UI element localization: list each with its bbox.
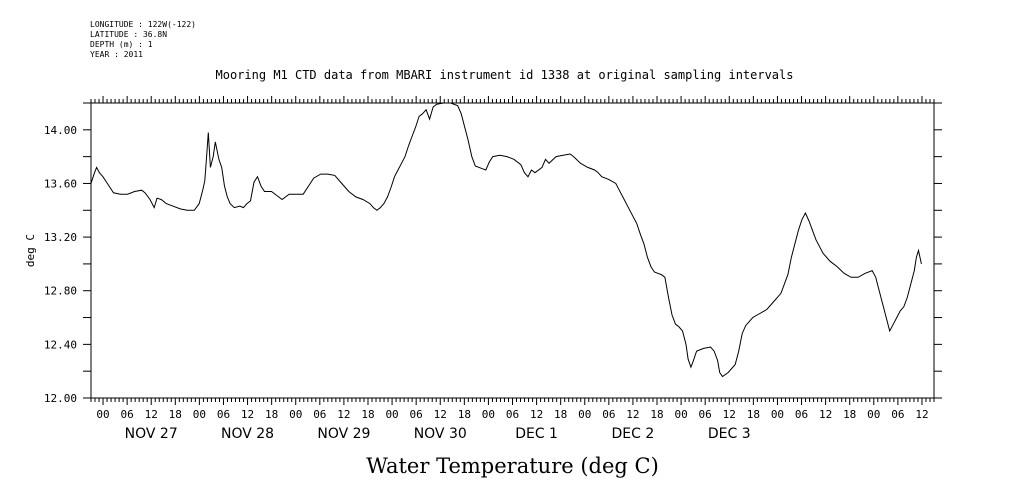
x-tick-label: 06 <box>699 408 712 421</box>
chart-title: Mooring M1 CTD data from MBARI instrumen… <box>215 68 794 82</box>
x-tick-label: 18 <box>169 408 182 421</box>
x-tick-label: 06 <box>410 408 423 421</box>
x-day-label: DEC 3 <box>708 426 751 442</box>
x-day-label: NOV 27 <box>125 426 178 442</box>
x-tick-label: 12 <box>337 408 350 421</box>
longitude-label: LONGITUDE : 122W(-122) <box>90 20 196 29</box>
x-tick-label: 00 <box>867 408 880 421</box>
y-tick-label: 12.40 <box>44 338 77 351</box>
x-tick-label: 06 <box>313 408 326 421</box>
x-tick-label: 00 <box>289 408 302 421</box>
x-tick-label: 06 <box>217 408 230 421</box>
y-tick-label: 13.20 <box>44 231 77 244</box>
x-tick-label: 12 <box>241 408 254 421</box>
x-tick-label: 00 <box>385 408 398 421</box>
metadata-block: LONGITUDE : 122W(-122) LATITUDE : 36.8N … <box>90 20 196 60</box>
x-tick-label: 00 <box>193 408 206 421</box>
x-tick-label: 18 <box>650 408 663 421</box>
x-tick-label: 12 <box>626 408 639 421</box>
x-tick-label: 00 <box>674 408 687 421</box>
series-line <box>90 102 922 378</box>
x-tick-label: 18 <box>458 408 471 421</box>
x-day-label: NOV 30 <box>414 426 467 442</box>
x-tick-label: 00 <box>482 408 495 421</box>
chart-big-title: Water Temperature (deg C) <box>366 454 659 478</box>
depth-label: DEPTH (m) : 1 <box>90 40 153 49</box>
x-tick-label: 18 <box>554 408 567 421</box>
x-tick-label: 06 <box>506 408 519 421</box>
x-tick-label: 06 <box>121 408 134 421</box>
x-tick-label: 18 <box>265 408 278 421</box>
x-tick-label: 12 <box>434 408 447 421</box>
x-tick-label: 18 <box>747 408 760 421</box>
y-tick-label: 12.00 <box>44 392 77 405</box>
y-tick-label: 13.60 <box>44 177 77 190</box>
x-tick-label: 18 <box>361 408 374 421</box>
x-tick-label: 18 <box>843 408 856 421</box>
latitude-label: LATITUDE : 36.8N <box>90 30 168 39</box>
x-tick-label: 00 <box>578 408 591 421</box>
x-tick-label: 12 <box>915 408 928 421</box>
y-axis-label: deg C <box>24 234 37 267</box>
x-tick-label: 12 <box>819 408 832 421</box>
x-tick-label: 06 <box>795 408 808 421</box>
y-tick-label: 14.00 <box>44 124 77 137</box>
x-tick-label: 12 <box>530 408 543 421</box>
x-day-label: DEC 1 <box>515 426 558 442</box>
x-day-label: NOV 29 <box>317 426 370 442</box>
x-day-label: NOV 28 <box>221 426 274 442</box>
y-tick-label: 12.80 <box>44 285 77 298</box>
year-label: YEAR : 2011 <box>90 50 143 59</box>
x-tick-label: 00 <box>96 408 109 421</box>
x-tick-label: 06 <box>891 408 904 421</box>
x-day-label: DEC 2 <box>612 426 655 442</box>
plot-frame <box>90 102 935 399</box>
x-tick-label: 12 <box>145 408 158 421</box>
x-tick-label: 12 <box>723 408 736 421</box>
x-tick-label: 06 <box>602 408 615 421</box>
x-tick-label: 00 <box>771 408 784 421</box>
